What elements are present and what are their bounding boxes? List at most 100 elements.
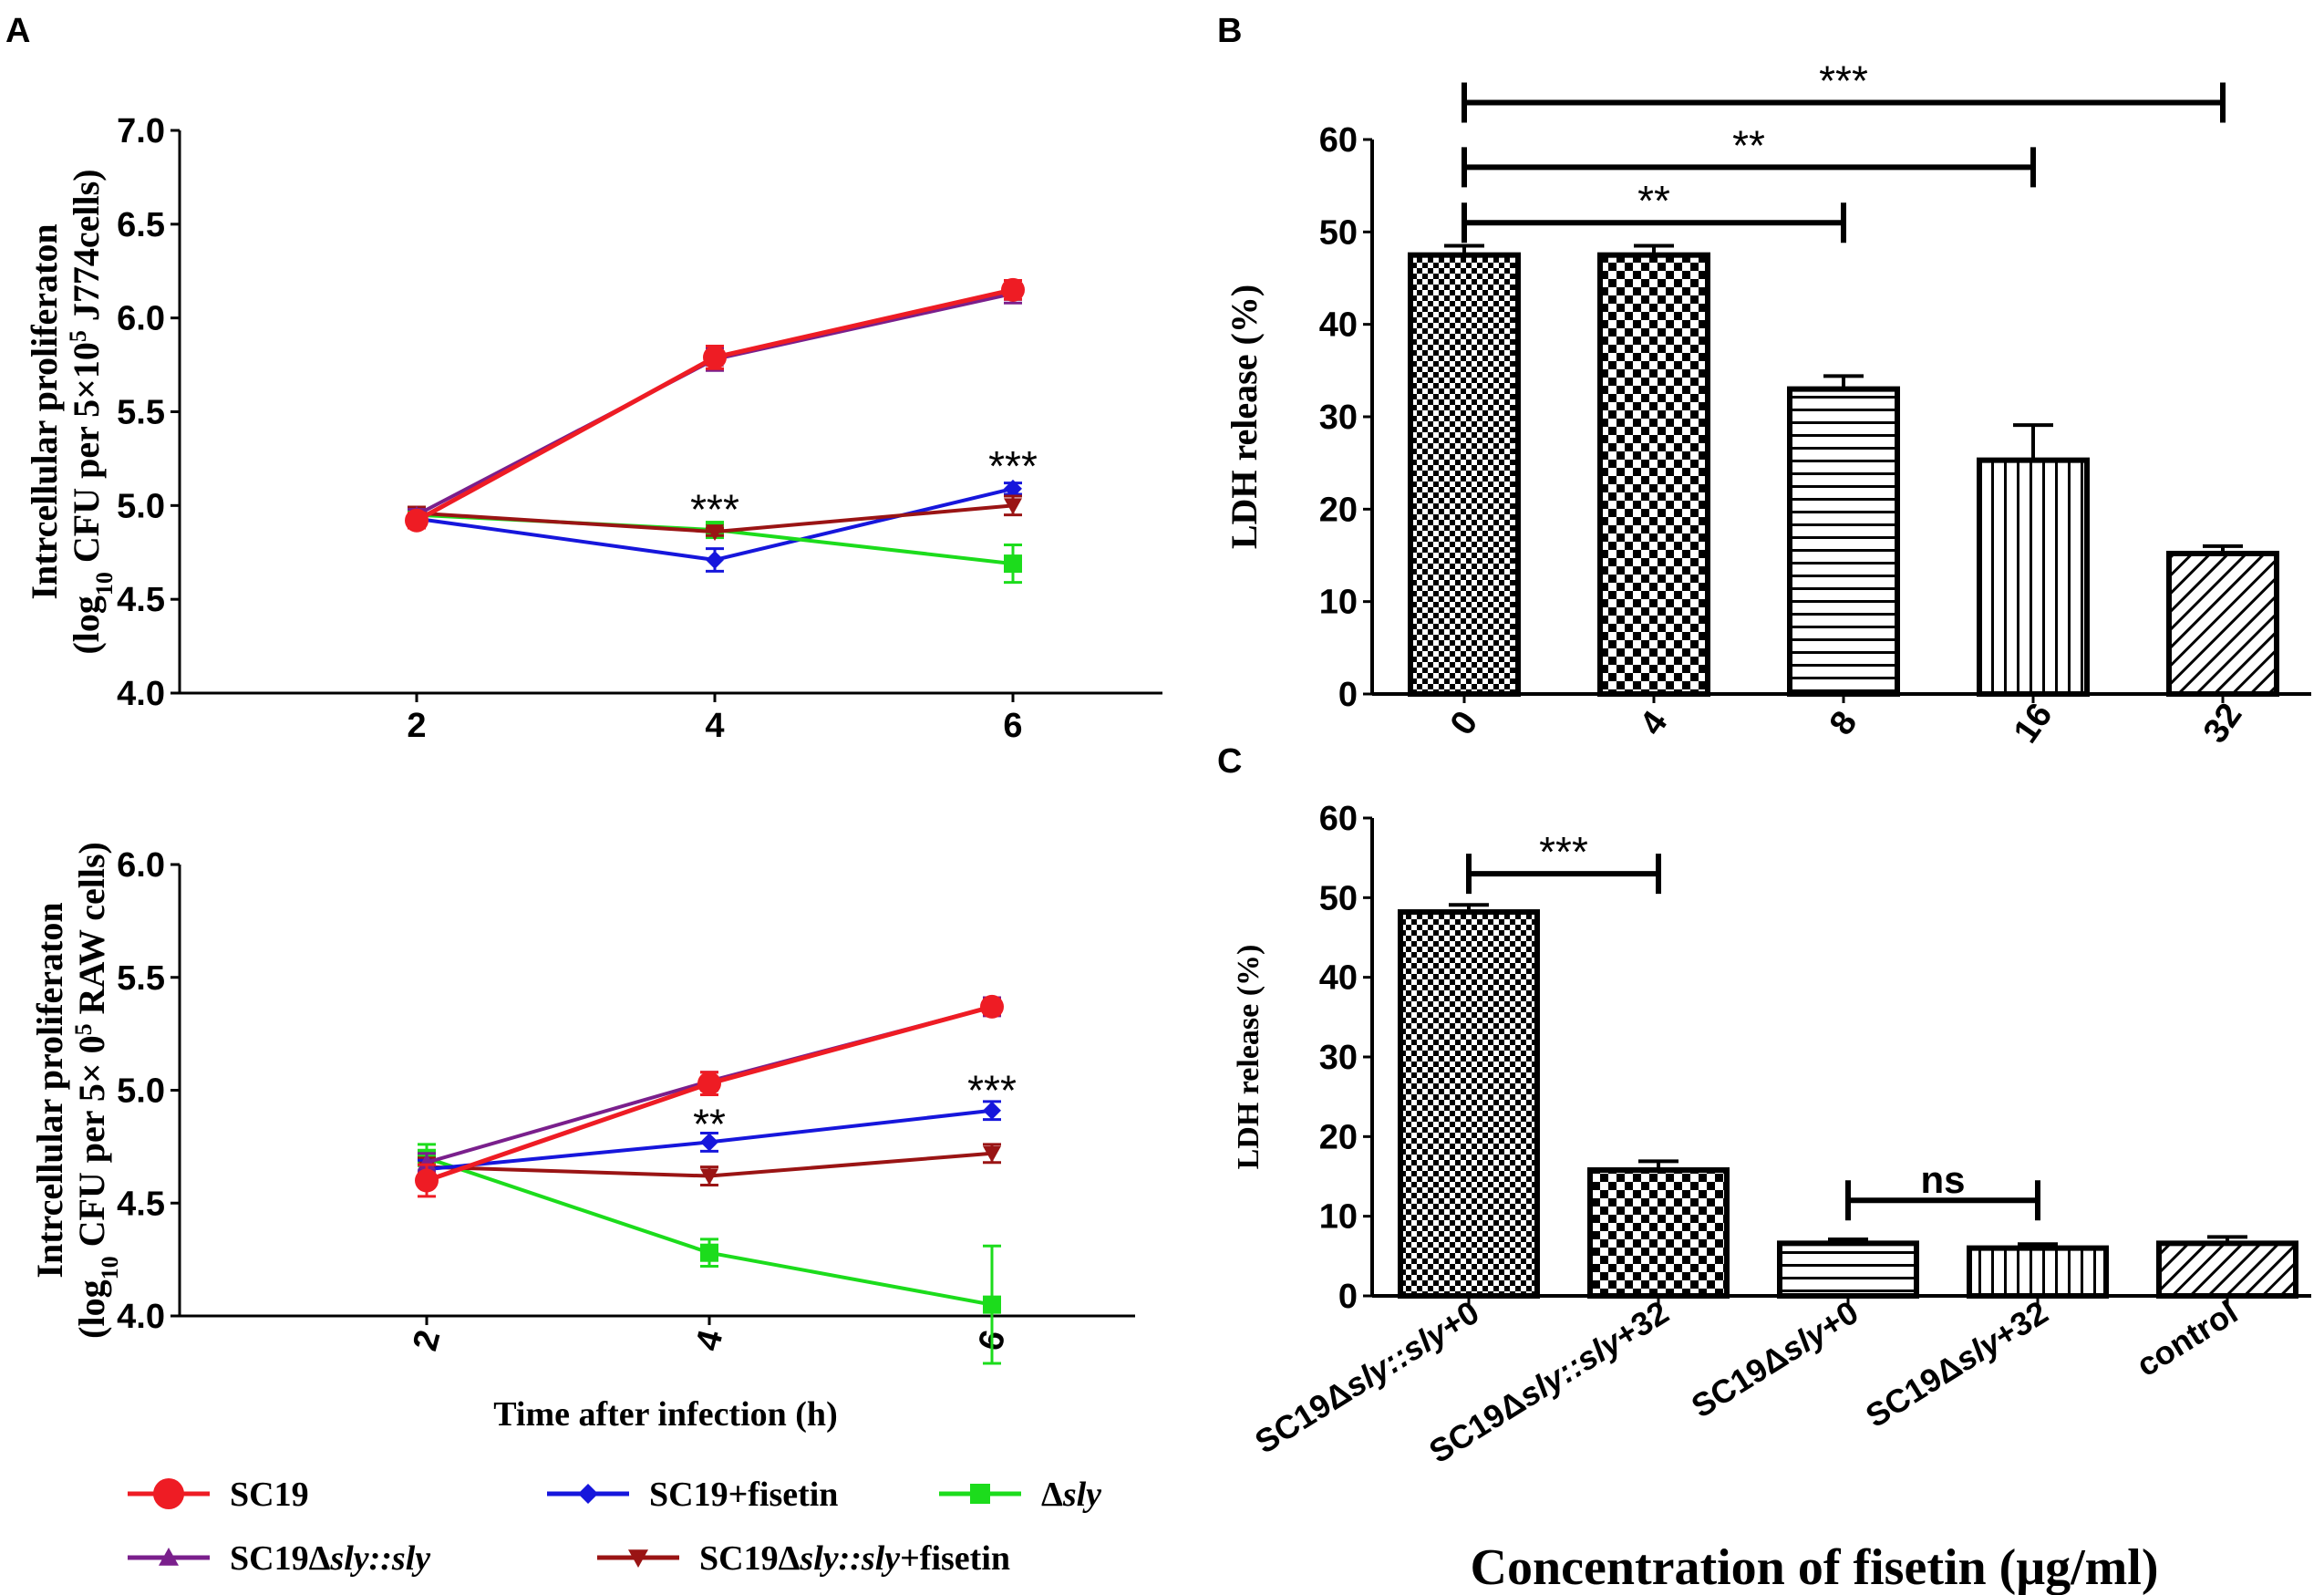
y-tick-label: 20	[1319, 491, 1358, 529]
y-tick-label: 6.0	[117, 846, 165, 885]
bar-group	[2166, 544, 2279, 703]
data-point	[1004, 479, 1022, 498]
panel-label-b: B	[1217, 12, 1242, 50]
y-tick-label: 40	[1319, 306, 1358, 345]
text-part: +fisetin	[900, 1539, 1010, 1578]
legend-marker	[970, 1484, 990, 1504]
legend-label: Δsly	[1041, 1476, 1101, 1514]
y-tick-label: 10	[1319, 584, 1358, 622]
bar-group	[1967, 1242, 2109, 1305]
data-point	[706, 524, 724, 542]
y-axis-label: Intrcellular proliferaton	[29, 902, 70, 1278]
y-tick-label: 5.0	[117, 1072, 165, 1111]
y-tick-label: 6.5	[117, 206, 165, 244]
y-tick-label: 40	[1319, 959, 1358, 998]
line-chart-raw: 4.04.55.05.56.02 4 6*****Intrcellular prol…	[29, 842, 1135, 1365]
legend-label: SC19Δsly::sly	[230, 1539, 430, 1578]
bar-group	[1777, 1237, 1919, 1305]
y-tick-label: 5.0	[117, 487, 165, 525]
text-part: 10	[91, 572, 118, 596]
text-part: CFU per 5×10	[66, 342, 107, 572]
bar	[1977, 457, 2090, 697]
text-part: RAW cells)	[71, 842, 112, 1023]
x-tick-label: 32	[2196, 697, 2250, 751]
text-part: sly::sly	[329, 1539, 430, 1578]
text-part: 10	[97, 1256, 123, 1279]
text-part: SC19Δ	[699, 1539, 800, 1578]
text-part: 5	[65, 330, 91, 342]
significance-label: **	[1637, 177, 1670, 224]
series-sc19	[415, 994, 1004, 1198]
data-point	[700, 1243, 718, 1262]
series-sc19	[405, 277, 1025, 533]
x-tick-label: 4	[688, 1326, 730, 1354]
x-tick-label: 6	[1003, 707, 1022, 745]
significance-label: ***	[1539, 828, 1588, 875]
bar	[1777, 1240, 1919, 1299]
significance-label: **	[693, 1101, 726, 1148]
y-axis-label-units: (log10 CFU per 5×105 J774cells)	[65, 169, 118, 654]
y-tick-label: 0	[1338, 676, 1358, 714]
bar	[1398, 909, 1540, 1299]
x-tick-label: 2	[406, 1326, 448, 1354]
significance-label: ***	[967, 1067, 1017, 1114]
bar	[2166, 550, 2279, 697]
y-tick-label: 60	[1319, 800, 1358, 838]
y-tick-label: 4.5	[117, 581, 165, 619]
text-part: sly::sly	[1338, 1312, 1455, 1405]
y-tick-label: 50	[1319, 213, 1358, 252]
text-part: SC19Δ	[230, 1539, 331, 1578]
text-part: (log	[71, 1279, 112, 1338]
y-axis-label-units: (log10 CFU per 5× 05 RAW cells)	[70, 842, 123, 1339]
data-point	[1001, 277, 1025, 302]
x-tick-label: 16	[2007, 697, 2061, 751]
significance-label: ***	[988, 442, 1038, 490]
data-point	[703, 345, 727, 369]
y-tick-label: 4.0	[117, 675, 165, 713]
data-point	[697, 1072, 721, 1096]
y-tick-label: 50	[1319, 879, 1358, 917]
significance-label: **	[1732, 121, 1765, 169]
bar-group	[1587, 1159, 1730, 1305]
significance-bracket: ***	[1466, 828, 1661, 895]
legend-item-sc19_dsly_sly: SC19Δsly::sly	[128, 1539, 430, 1578]
text-part: sly::sly	[1512, 1321, 1629, 1414]
y-axis-label: Intrcellular proliferaton	[24, 223, 65, 599]
text-part: CFU per 5× 0	[71, 1035, 112, 1256]
y-tick-label: 60	[1319, 121, 1358, 160]
data-point	[415, 1168, 439, 1193]
series-line	[416, 291, 1014, 517]
y-tick-label: 4.5	[117, 1185, 165, 1223]
legend-item-sc19: SC19	[128, 1476, 309, 1514]
legend-marker	[159, 1548, 179, 1566]
significance-label: ***	[690, 485, 739, 533]
significance-bracket: ***	[1462, 57, 2226, 123]
y-tick-label: 7.0	[117, 112, 165, 150]
bar	[1597, 252, 1710, 697]
legend-label: SC19+fisetin	[649, 1476, 838, 1514]
bar-group	[1597, 243, 1710, 703]
significance-label: ***	[1819, 57, 1868, 104]
y-tick-label: 10	[1319, 1198, 1358, 1237]
data-point	[706, 550, 724, 569]
text-part: SC19+fisetin	[649, 1476, 838, 1514]
bar	[1587, 1167, 1730, 1299]
bar	[2156, 1240, 2298, 1299]
x-tick-label: 4	[1633, 704, 1676, 741]
x-tick-label: SC19Δsly+32	[1859, 1293, 2054, 1434]
legend-marker	[153, 1478, 184, 1509]
y-axis-label: LDH release (%)	[1232, 945, 1265, 1170]
data-point	[983, 1145, 1001, 1163]
bar-group	[1408, 243, 1521, 703]
data-point	[1004, 498, 1022, 515]
x-tick-label: 4	[705, 707, 724, 745]
text-part: sly	[1062, 1476, 1101, 1514]
text-part: J774cells)	[66, 169, 107, 330]
data-point	[983, 1101, 1001, 1120]
bar	[1787, 386, 1900, 697]
significance-bracket: ns	[1845, 1158, 2040, 1221]
x-axis-label-concentration: Concentration of fisetin (μg/ml)	[1471, 1539, 2159, 1595]
bar-group	[2156, 1235, 2298, 1305]
